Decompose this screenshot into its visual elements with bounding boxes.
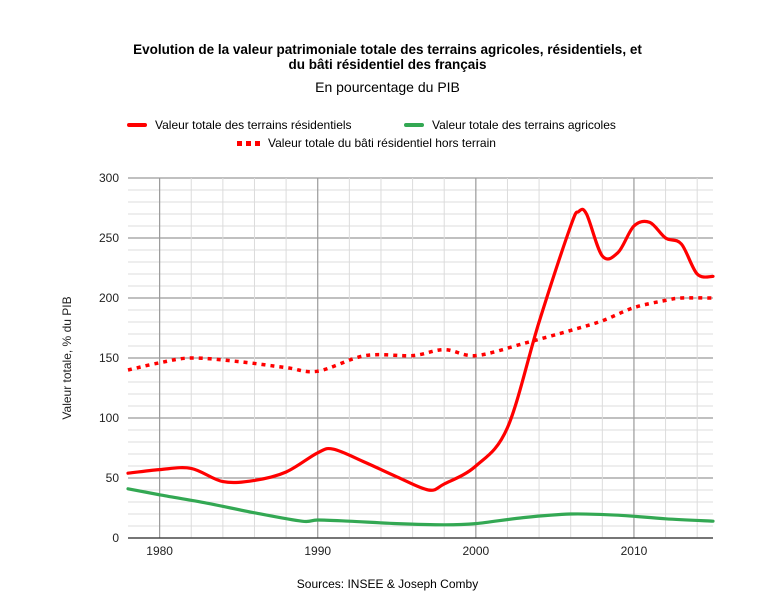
x-tick-label: 2010	[621, 544, 648, 558]
legend-label-terrains-agricoles: Valeur totale des terrains agricoles	[432, 118, 616, 132]
x-tick-label: 1980	[146, 544, 173, 558]
x-tick-label: 1990	[304, 544, 331, 558]
series-lines	[126, 207, 715, 527]
chart-source: Sources: INSEE & Joseph Comby	[296, 577, 479, 591]
y-axis-label: Valeur totale, % du PIB	[60, 296, 74, 419]
legend-item-bati-residentiel: Valeur totale du bâti résidentiel hors t…	[237, 136, 496, 150]
legend-item-terrains-agricoles: Valeur totale des terrains agricoles	[404, 118, 616, 132]
y-tick-label: 150	[99, 351, 119, 365]
y-tick-label: 300	[99, 171, 119, 185]
legend-swatch-terrains-agricoles	[404, 123, 424, 127]
series-line-terrains-residentiels	[126, 207, 715, 492]
x-tick-label: 2000	[462, 544, 489, 558]
tick-labels: 0 50 100 150 200 250 300 1980 1990 2000 2010	[99, 171, 648, 558]
y-tick-label: 250	[99, 231, 119, 245]
series-line-bati-residentiel	[127, 296, 714, 374]
y-tick-label: 0	[112, 531, 119, 545]
chart-title-line-2: du bâti résidentiel des français	[288, 57, 487, 72]
y-tick-label: 50	[106, 471, 120, 485]
legend-swatch-terrains-residentiels	[127, 123, 147, 127]
legend-label-terrains-residentiels: Valeur totale des terrains résidentiels	[155, 118, 352, 132]
y-tick-label: 100	[99, 411, 119, 425]
legend-item-terrains-residentiels: Valeur totale des terrains résidentiels	[127, 118, 352, 132]
series-line-terrains-agricoles	[126, 487, 715, 527]
grid	[128, 177, 713, 539]
chart-title-line-1: Evolution de la valeur patrimoniale tota…	[133, 42, 642, 57]
chart-subtitle: En pourcentage du PIB	[315, 79, 460, 95]
legend-swatch-bati-residentiel	[237, 140, 260, 146]
legend-label-bati-residentiel: Valeur totale du bâti résidentiel hors t…	[268, 136, 496, 150]
y-tick-label: 200	[99, 291, 119, 305]
